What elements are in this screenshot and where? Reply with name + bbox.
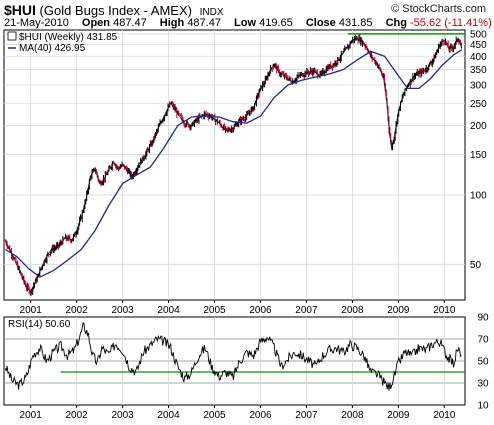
chg-value: -55.62 (-11.41%) xyxy=(410,17,492,29)
ma40-line xyxy=(5,49,463,278)
low-label: Low xyxy=(234,17,257,29)
open-label: Open xyxy=(81,17,111,29)
price-legend-label: $HUI (Weekly) 431.85 xyxy=(19,32,118,43)
price-panel-frame xyxy=(3,29,466,301)
rsi-x-tick-label: 2005 xyxy=(203,410,226,421)
exchange-label: INDX xyxy=(199,7,224,18)
ticker-symbol: $HUI xyxy=(4,2,36,18)
rsi-y-tick-label: 70 xyxy=(477,335,489,346)
rsi-x-tick-label: 2001 xyxy=(20,410,43,421)
price-series xyxy=(4,36,463,293)
price-legend: $HUI (Weekly) 431.85 MA(40) 426.95 xyxy=(7,31,118,54)
close-label: Close xyxy=(305,17,336,29)
price-y-tick-label: 400 xyxy=(470,52,487,63)
price-x-tick-label: 2001 xyxy=(20,305,43,316)
price-x-tick-label: 2002 xyxy=(65,305,88,316)
price-y-tick-label: 350 xyxy=(470,65,487,76)
price-close-line xyxy=(4,36,463,293)
price-x-axis: 2001 2002 2003 2004 2005 2006 2007 2008 2009 2010 xyxy=(20,300,456,316)
index-name: (Gold Bugs Index - AMEX) xyxy=(39,3,192,18)
price-x-tick-label: 2005 xyxy=(203,305,226,316)
chart-title: $HUI (Gold Bugs Index - AMEX) INDX xyxy=(4,2,224,18)
price-x-tick-label: 2008 xyxy=(341,305,364,316)
rsi-x-tick-label: 2008 xyxy=(341,410,364,421)
rsi-x-tick-label: 2009 xyxy=(387,410,410,421)
rsi-x-tick-label: 2007 xyxy=(295,410,318,421)
stockcharts-brand: © StockCharts.com xyxy=(391,3,486,15)
high-label: High xyxy=(159,17,185,29)
price-y-tick-label: 200 xyxy=(470,121,487,132)
price-y-tick-label: 500 xyxy=(470,29,487,40)
rsi-x-tick-label: 2003 xyxy=(111,410,134,421)
chg-label: Chg xyxy=(385,17,407,29)
price-x-tick-label: 2004 xyxy=(157,305,180,316)
price-legend-swatch xyxy=(7,31,17,41)
rsi-y-axis: 10 30 50 70 90 xyxy=(477,313,489,412)
rsi-x-tick-label: 2002 xyxy=(65,410,88,421)
price-y-tick-label: 300 xyxy=(470,81,487,92)
low-value: 419.65 xyxy=(259,17,293,29)
quote-date: 21-May-2010 xyxy=(4,17,69,29)
price-x-tick-label: 2007 xyxy=(295,305,318,316)
price-x-tick-label: 2010 xyxy=(433,305,456,316)
rsi-line xyxy=(4,321,462,391)
price-y-tick-label: 150 xyxy=(470,150,487,161)
rsi-x-tick-label: 2004 xyxy=(157,410,180,421)
price-x-tick-label: 2006 xyxy=(249,305,272,316)
open-value: 487.47 xyxy=(113,17,147,29)
price-y-tick-label: 450 xyxy=(470,40,487,51)
rsi-x-tick-label: 2006 xyxy=(249,410,272,421)
close-value: 431.85 xyxy=(338,17,373,29)
rsi-y-tick-label: 50 xyxy=(477,357,489,368)
rsi-y-tick-label: 30 xyxy=(477,379,489,390)
ma-legend-label: MA(40) 426.95 xyxy=(19,43,86,54)
quote-summary: 21-May-2010 Open 487.47 High 487.47 Low … xyxy=(4,17,494,29)
price-x-tick-label: 2009 xyxy=(387,305,410,316)
rsi-x-axis: 2001 2002 2003 2004 2005 2006 2007 2008 2009 2010 xyxy=(20,405,456,421)
price-y-tick-label: 250 xyxy=(470,99,487,110)
rsi-series xyxy=(4,321,462,391)
price-y-tick-label: 100 xyxy=(470,190,487,201)
rsi-legend-label: RSI(14) 50.60 xyxy=(8,319,71,330)
rsi-y-tick-label: 90 xyxy=(477,313,489,324)
price-x-tick-label: 2003 xyxy=(111,305,134,316)
rsi-y-tick-label: 10 xyxy=(477,401,489,412)
rsi-panel: 10 30 50 70 90 RSI(14) 50.60 xyxy=(3,313,489,412)
rsi-x-tick-label: 2010 xyxy=(433,410,456,421)
price-y-tick-label: 50 xyxy=(470,260,482,271)
high-value: 487.47 xyxy=(187,17,221,29)
